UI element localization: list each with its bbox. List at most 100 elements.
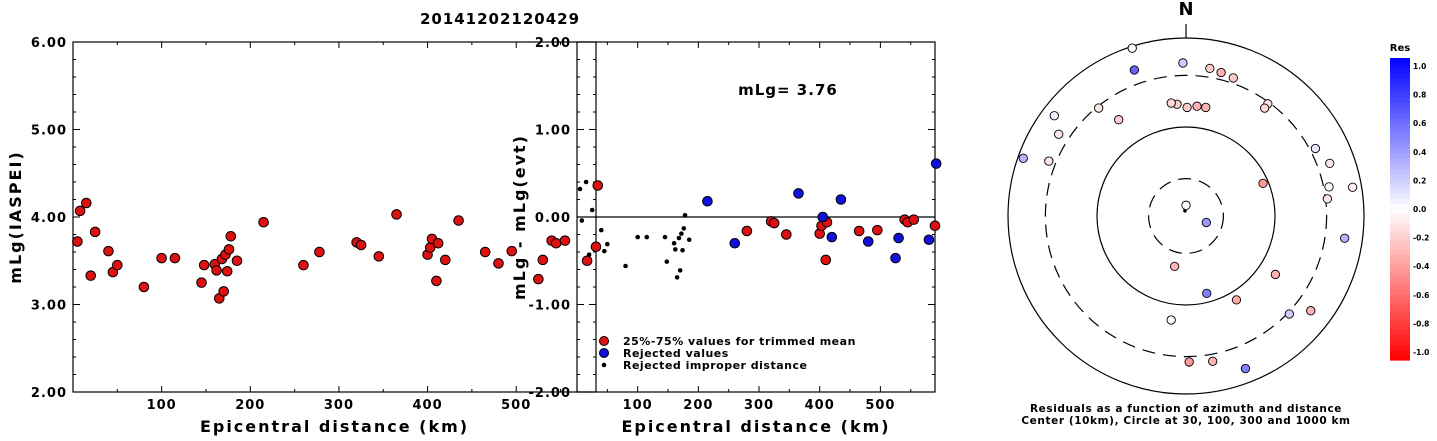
data-point <box>680 247 685 253</box>
data-point <box>1201 217 1211 228</box>
legend-marker <box>599 348 609 358</box>
x-tick-label: 100 <box>147 398 177 413</box>
colorbar-segment <box>1390 168 1410 175</box>
data-point <box>138 281 150 293</box>
colorbar-segment <box>1390 279 1410 286</box>
colorbar-segment <box>1390 349 1410 356</box>
colorbar-segment <box>1390 78 1410 84</box>
colorbar-tick-label: 0.2 <box>1413 176 1426 185</box>
data-point <box>1182 102 1192 113</box>
legend-label: Rejected values <box>623 347 729 360</box>
colorbar-segment <box>1390 239 1410 245</box>
colorbar-tick-label: -1.0 <box>1413 348 1429 357</box>
chart-residual: 100 200 300 400 500 -2.00 -1.00 0.00 1.00 2.00 Epi… <box>510 36 942 436</box>
data-point <box>729 237 741 249</box>
data-point <box>112 259 123 271</box>
colorbar-segment <box>1390 329 1410 336</box>
y-axis-label: mLg(IASPEI) <box>6 150 25 283</box>
caption-line-1: Residuals as a function of azimuth and d… <box>1030 403 1342 415</box>
data-point <box>373 251 385 262</box>
colorbar-tick-label: -0.8 <box>1413 319 1429 328</box>
data-point <box>440 254 451 266</box>
colorbar-segment <box>1390 193 1410 200</box>
colorbar-segment <box>1390 294 1410 301</box>
data-point <box>853 225 865 237</box>
data-point <box>1183 208 1187 213</box>
colorbar-segment <box>1390 203 1410 210</box>
x-axis-label: Epicentral distance (km) <box>200 417 469 436</box>
data-point <box>686 237 692 243</box>
colorbar-segment <box>1390 224 1410 230</box>
data-point <box>674 275 680 280</box>
colorbar-segment <box>1390 138 1410 145</box>
colorbar-segment <box>1390 113 1410 119</box>
data-point <box>583 179 589 185</box>
data-point <box>1170 261 1180 272</box>
data-point <box>681 226 687 231</box>
data-point <box>676 235 682 241</box>
legend-marker <box>599 336 609 346</box>
north-label: N <box>1178 0 1193 20</box>
data-point <box>741 225 753 237</box>
colorbar-segment <box>1390 73 1410 79</box>
colorbar-segment <box>1390 309 1410 316</box>
data-point <box>1270 269 1281 280</box>
data-point <box>103 245 114 257</box>
x-tick-label: 500 <box>865 398 895 413</box>
colorbar-segment <box>1390 188 1410 195</box>
colorbar-segment <box>1390 173 1410 180</box>
data-point <box>768 217 780 229</box>
x-tick-label: 400 <box>805 398 835 413</box>
figure-title: 20141202120429 <box>420 10 580 28</box>
data-point <box>74 205 86 217</box>
data-point <box>702 195 713 207</box>
magnitude-annotation: mLg= 3.76 <box>738 81 838 99</box>
data-point <box>1258 178 1268 189</box>
y-tick-label: 2.00 <box>31 386 67 401</box>
data-point <box>314 246 325 258</box>
legend-label: Rejected improper distance <box>623 359 807 372</box>
data-point <box>1181 200 1191 210</box>
data-point <box>559 235 571 246</box>
colorbar-tick-label: 0.4 <box>1413 148 1426 157</box>
colorbar-segment <box>1390 83 1410 89</box>
data-point <box>890 252 901 264</box>
data-point <box>1166 98 1176 108</box>
data-point <box>793 188 804 199</box>
colorbar-segment <box>1390 108 1410 114</box>
y-tick-label: 1.00 <box>535 124 571 139</box>
data-point <box>671 240 677 246</box>
data-point <box>431 275 442 287</box>
colorbar-segment <box>1390 68 1410 74</box>
colorbar-segment <box>1390 249 1410 255</box>
data-point <box>80 197 92 209</box>
colorbar-segment <box>1390 314 1410 321</box>
data-point <box>479 246 491 258</box>
data-point <box>781 229 792 240</box>
colorbar-segment <box>1390 93 1410 99</box>
colorbar-segment <box>1390 319 1410 326</box>
x-tick-label: 300 <box>744 398 774 413</box>
data-point <box>662 234 668 240</box>
data-point <box>672 247 678 252</box>
data-point <box>1114 115 1124 125</box>
data-point <box>533 273 544 285</box>
data-point <box>1240 363 1251 374</box>
colorbar-segment <box>1390 88 1410 94</box>
data-point <box>1322 194 1333 204</box>
data-point <box>1231 295 1242 305</box>
data-point <box>605 241 610 247</box>
data-point <box>664 259 670 264</box>
colorbar-segment <box>1390 163 1410 170</box>
data-point <box>577 186 583 192</box>
data-point <box>1340 233 1350 243</box>
data-point <box>1306 306 1316 316</box>
caption-line-2: Center (10km), Circle at 30, 100, 300 an… <box>1021 415 1350 427</box>
data-point <box>1184 357 1194 367</box>
data-point <box>579 218 585 223</box>
range-circle <box>1148 178 1224 254</box>
data-point <box>537 254 549 266</box>
data-point <box>635 234 640 240</box>
y-tick-label: 6.00 <box>31 36 67 51</box>
